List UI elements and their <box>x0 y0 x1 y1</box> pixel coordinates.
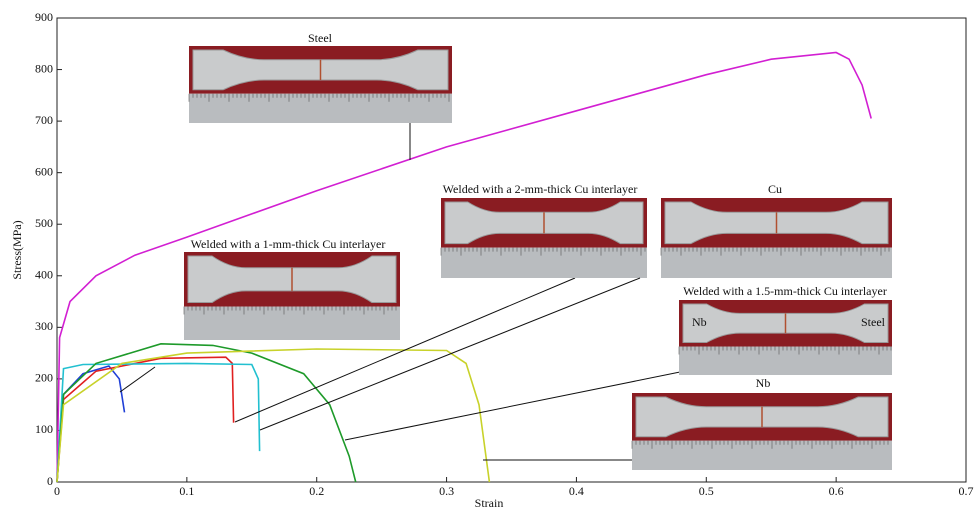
specimen-photo <box>679 300 892 375</box>
ruler <box>661 248 892 278</box>
specimen-photo <box>632 393 892 470</box>
ruler <box>441 248 647 278</box>
chart: Strain Stress(MPa) 0 0.1 0.2 0.3 0.4 0.5 0.6 0.… <box>0 0 979 512</box>
y-tick-label: 500 <box>35 216 53 230</box>
photo-caption: Welded with a 1-mm-thick Cu interlayer <box>191 237 386 251</box>
x-tick-label: 0.7 <box>959 484 974 498</box>
photo-label: Nb <box>692 315 707 329</box>
x-tick-label: 0.3 <box>439 484 454 498</box>
y-tick-label: 200 <box>35 371 53 385</box>
y-tick-label: 600 <box>35 164 53 178</box>
y-tick-label: 800 <box>35 61 53 75</box>
x-tick-label: 0.4 <box>569 484 584 498</box>
y-tick-label: 400 <box>35 268 53 282</box>
ruler <box>184 307 400 340</box>
y-tick-label: 0 <box>47 474 53 488</box>
ruler <box>679 347 892 376</box>
specimen-photo <box>441 198 647 278</box>
photo-caption: Cu <box>768 182 782 196</box>
specimen-photo <box>189 46 452 123</box>
ruler <box>189 94 452 123</box>
y-tick-label: 900 <box>35 10 53 24</box>
y-axis-label: Stress(MPa) <box>10 220 24 279</box>
specimen-photo <box>661 198 892 278</box>
series-line <box>57 366 125 482</box>
y-tick-label: 300 <box>35 319 53 333</box>
y-tick-label: 700 <box>35 113 53 127</box>
x-tick-label: 0 <box>54 484 60 498</box>
x-axis-label: Strain <box>475 496 504 510</box>
photo-caption: Nb <box>756 376 771 390</box>
photo-label: Steel <box>861 315 886 329</box>
leader-line <box>345 372 680 440</box>
photo-caption: Welded with a 2-mm-thick Cu interlayer <box>443 182 638 196</box>
y-tick-label: 100 <box>35 422 53 436</box>
specimen-photo <box>184 252 400 340</box>
series-line <box>57 363 260 482</box>
photo-caption: Welded with a 1.5-mm-thick Cu interlayer <box>683 284 887 298</box>
ruler <box>632 441 892 470</box>
series-line <box>57 349 489 482</box>
x-tick-label: 0.5 <box>699 484 714 498</box>
photo-caption: Steel <box>308 31 333 45</box>
x-tick-label: 0.6 <box>829 484 844 498</box>
x-tick-label: 0.1 <box>179 484 194 498</box>
leader-line <box>120 367 155 392</box>
x-tick-label: 0.2 <box>309 484 324 498</box>
